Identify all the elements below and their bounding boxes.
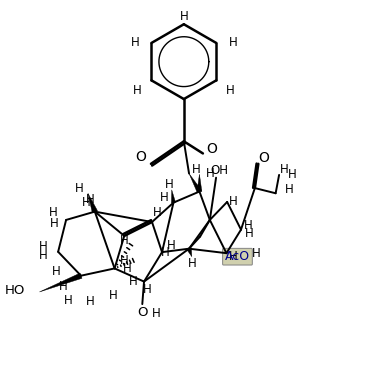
Text: H: H [39,249,48,262]
Text: H: H [229,36,238,49]
Text: H: H [229,195,238,208]
Text: H: H [153,206,162,219]
Text: H: H [52,265,61,278]
Text: H: H [226,84,235,97]
Polygon shape [197,174,202,191]
Text: H: H [39,240,47,253]
Text: H: H [131,36,140,49]
Text: H: H [108,289,117,302]
Text: H: H [245,227,254,239]
Text: O: O [206,142,217,156]
Text: H: H [64,294,72,307]
Text: O: O [135,150,146,164]
Text: H: H [280,163,289,176]
Polygon shape [172,190,175,203]
Text: AcO: AcO [225,250,250,263]
Text: H: H [244,219,252,232]
Text: H: H [205,167,214,180]
Text: H: H [160,191,169,204]
Text: H: H [82,196,90,209]
Text: H: H [285,183,294,196]
Polygon shape [88,193,97,213]
Text: H: H [187,257,196,270]
Text: H: H [50,217,59,230]
Text: H: H [288,168,297,181]
Text: H: H [49,206,58,219]
Text: H: H [123,262,132,275]
Text: H: H [252,247,261,261]
Text: H: H [59,280,68,293]
Text: H: H [133,84,141,97]
Polygon shape [39,273,82,292]
Text: O: O [259,151,269,165]
Text: H: H [142,283,151,296]
Text: H: H [192,163,201,176]
Text: O: O [137,306,147,319]
Text: H: H [86,193,95,206]
FancyBboxPatch shape [223,248,252,265]
Text: H: H [119,234,128,246]
Text: OH: OH [211,163,229,177]
Text: H: H [167,239,175,252]
Text: H: H [75,182,83,195]
Text: H: H [229,250,238,263]
Text: H: H [86,295,95,308]
Polygon shape [189,174,201,193]
Text: H: H [152,307,160,320]
Text: H: H [161,246,170,259]
Text: H: H [165,178,173,191]
Text: H: H [119,254,128,267]
Polygon shape [187,248,192,257]
Text: H: H [129,275,138,288]
Text: HO: HO [5,284,26,297]
Text: H: H [180,10,188,23]
